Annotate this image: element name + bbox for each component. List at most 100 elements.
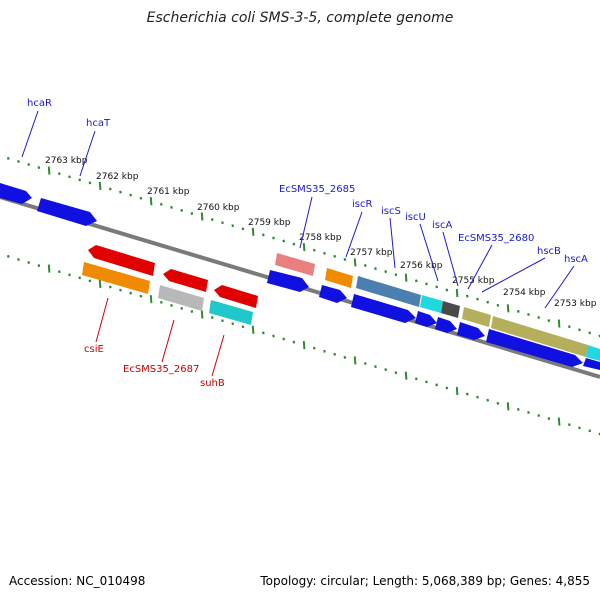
gene-hscA-lower[interactable] <box>583 358 600 370</box>
minor-tick <box>445 386 449 390</box>
forward-feature-bars <box>275 253 600 361</box>
gene-EcSMS35_2680-lower[interactable] <box>457 322 485 340</box>
label-hscB: hscB <box>537 246 561 257</box>
minor-tick <box>323 251 326 255</box>
gene-iscR[interactable] <box>319 285 347 303</box>
tick-label: 2759 kbp <box>248 218 291 228</box>
minor-tick <box>272 236 275 240</box>
label-iscS: iscS <box>381 206 401 217</box>
minor-tick <box>68 273 71 277</box>
gene-iscU[interactable] <box>420 295 443 313</box>
minor-tick <box>37 264 41 268</box>
major-tick <box>404 371 408 380</box>
minor-tick <box>537 414 541 417</box>
tick-label: 2757 kbp <box>350 248 393 258</box>
minor-tick <box>159 202 163 206</box>
label-EcSMS35_2685: EcSMS35_2685 <box>279 184 355 195</box>
minor-tick <box>261 331 265 335</box>
minor-tick <box>312 248 316 252</box>
gene-iscS[interactable] <box>356 276 421 307</box>
gene-EcSMS35_2685-lower[interactable] <box>267 270 309 292</box>
gene-EcSMS35_2680[interactable] <box>462 307 491 327</box>
major-tick <box>200 212 204 221</box>
minor-tick <box>496 401 500 405</box>
genome-summary-text: Topology: circular; Length: 5,068,389 bp… <box>260 574 590 588</box>
minor-tick <box>588 429 592 433</box>
minor-tick <box>537 316 541 319</box>
minor-tick <box>363 264 367 267</box>
minor-tick <box>17 258 20 261</box>
label-EcSMS35_2687: EcSMS35_2687 <box>123 364 199 375</box>
gene-hscA[interactable] <box>586 345 600 361</box>
minor-tick <box>221 221 224 225</box>
minor-tick <box>119 288 122 292</box>
minor-tick <box>139 294 143 298</box>
minor-tick <box>108 187 112 191</box>
gene-iscA-lower[interactable] <box>435 317 457 333</box>
gene-iscR-bar[interactable] <box>325 268 353 288</box>
tick-label: 2758 kbp <box>299 233 342 243</box>
minor-tick <box>516 309 520 313</box>
major-tick <box>455 386 459 396</box>
tick-labels: 2763 kbp 2762 kbp 2761 kbp 2760 kbp 2759… <box>45 156 597 309</box>
minor-tick <box>567 325 571 329</box>
gene-hscB[interactable] <box>491 316 588 357</box>
minor-tick <box>333 254 337 258</box>
label-csiE: csiE <box>84 344 104 355</box>
minor-tick <box>374 365 377 369</box>
gene-csiE-red[interactable] <box>88 245 155 276</box>
minor-tick <box>261 233 265 237</box>
gene-iscU-lower[interactable] <box>415 311 437 327</box>
gene-red-3[interactable] <box>214 285 258 308</box>
minor-tick <box>323 349 326 353</box>
major-tick <box>557 417 561 426</box>
minor-tick <box>108 285 112 289</box>
major-tick <box>251 325 255 334</box>
tick-label: 2763 kbp <box>45 156 88 166</box>
gene-suhB[interactable] <box>209 300 253 325</box>
tick-label: 2754 kbp <box>503 288 546 298</box>
minor-tick <box>527 313 530 316</box>
minor-tick <box>221 319 224 323</box>
minor-tick <box>435 383 439 387</box>
tick-label: 2762 kbp <box>96 172 139 182</box>
minor-tick <box>241 227 245 231</box>
minor-tick <box>88 279 92 283</box>
minor-tick <box>170 303 173 307</box>
minor-tick <box>343 355 347 359</box>
gene-EcSMS35_2685[interactable] <box>275 253 315 276</box>
minor-tick <box>210 218 214 222</box>
major-tick <box>47 264 51 273</box>
label-EcSMS35_2680: EcSMS35_2680 <box>458 233 534 244</box>
minor-tick <box>180 208 184 212</box>
major-tick <box>404 273 408 282</box>
minor-tick <box>516 407 520 411</box>
minor-tick <box>27 163 31 166</box>
minor-tick <box>17 160 20 163</box>
gene-hcaR[interactable] <box>0 183 32 204</box>
major-tick <box>98 181 102 190</box>
gene-iscS-lower[interactable] <box>351 294 416 323</box>
minor-tick <box>527 411 530 414</box>
minor-tick <box>476 395 479 399</box>
minor-tick <box>374 267 377 271</box>
gene-hscB-lower[interactable] <box>486 329 583 367</box>
label-iscR: iscR <box>352 199 372 210</box>
gene-csiE[interactable] <box>82 262 150 294</box>
minor-tick <box>445 288 449 292</box>
gene-hcaT[interactable] <box>37 198 97 226</box>
top-leader-lines <box>21 110 575 309</box>
minor-tick <box>414 377 418 381</box>
minor-tick <box>363 362 367 365</box>
label-hscA: hscA <box>564 254 588 265</box>
minor-tick <box>547 417 551 421</box>
tick-label: 2756 kbp <box>400 261 443 271</box>
minor-tick <box>588 331 592 335</box>
minor-tick <box>312 346 316 350</box>
minor-tick <box>190 310 194 313</box>
gene-iscA[interactable] <box>441 301 460 318</box>
gene-EcSMS35_2687[interactable] <box>158 285 204 311</box>
minor-tick <box>27 261 31 264</box>
gene-red-2[interactable] <box>163 269 208 292</box>
